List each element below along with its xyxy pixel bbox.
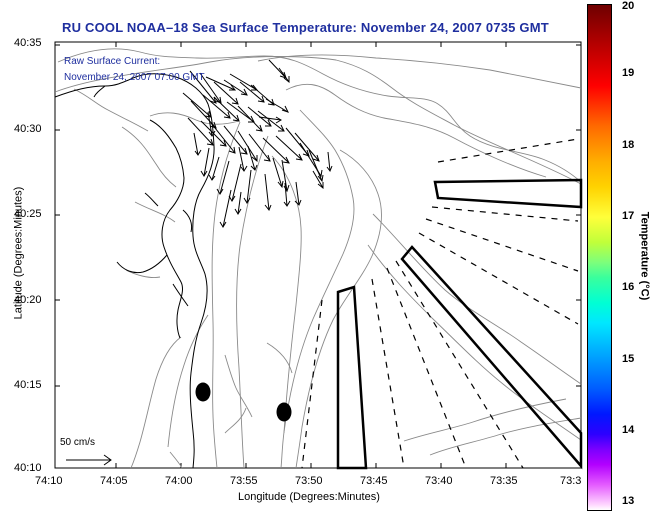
velocity-scale-label: 50 cm/s xyxy=(60,437,96,448)
latitude-tick: 40:20 xyxy=(14,294,42,306)
latitude-axis-label: Latitude (Degrees:Minutes) xyxy=(12,186,25,320)
colorbar-tick: 15 xyxy=(622,353,635,365)
latitude-tick: 40:15 xyxy=(14,379,42,391)
colorbar-tick: 20 xyxy=(622,0,635,12)
longitude-tick: 73:3 xyxy=(560,475,582,487)
current-arrowheads xyxy=(194,71,333,228)
colorbar-tick: 13 xyxy=(622,495,635,507)
latitude-tick: 40:30 xyxy=(14,123,42,135)
site-marker xyxy=(276,402,292,422)
site-marker xyxy=(195,382,211,402)
temperature-colorbar xyxy=(587,4,612,511)
colorbar-tick: 17 xyxy=(622,210,635,222)
longitude-tick: 74:00 xyxy=(165,475,193,487)
latitude-tick: 40:35 xyxy=(14,37,42,49)
longitude-tick: 73:40 xyxy=(425,475,453,487)
map-frame xyxy=(54,41,582,469)
coastline xyxy=(54,73,215,469)
temperature-axis-label: Temperature (°C) xyxy=(638,211,651,301)
longitude-tick: 74:10 xyxy=(35,475,63,487)
colorbar-tick: 14 xyxy=(622,424,635,436)
bathymetry-contours xyxy=(54,48,582,469)
longitude-tick: 73:50 xyxy=(295,475,323,487)
survey-corridors xyxy=(336,178,583,470)
longitude-tick: 73:55 xyxy=(230,475,258,487)
surface-current-vectors xyxy=(182,59,331,228)
colorbar-tick: 16 xyxy=(622,281,635,293)
longitude-axis-label: Longitude (Degrees:Minutes) xyxy=(238,491,380,503)
surface-current-date: November 24, 2007 07:00 GMT xyxy=(64,72,205,83)
colorbar-tick: 18 xyxy=(622,139,635,151)
surface-current-label: Raw Surface Current: xyxy=(64,56,161,67)
latitude-ticks xyxy=(55,44,581,469)
latitude-tick: 40:10 xyxy=(14,462,42,474)
longitude-tick: 73:35 xyxy=(490,475,518,487)
radial-lines xyxy=(301,138,579,469)
longitude-tick: 73:45 xyxy=(360,475,388,487)
figure-title: RU COOL NOAA–18 Sea Surface Temperature:… xyxy=(62,20,549,35)
longitude-tick: 74:05 xyxy=(100,475,128,487)
latitude-tick: 40:25 xyxy=(14,208,42,220)
longitude-ticks xyxy=(54,42,507,468)
velocity-scale-arrow xyxy=(66,454,112,466)
colorbar-tick: 19 xyxy=(622,67,635,79)
